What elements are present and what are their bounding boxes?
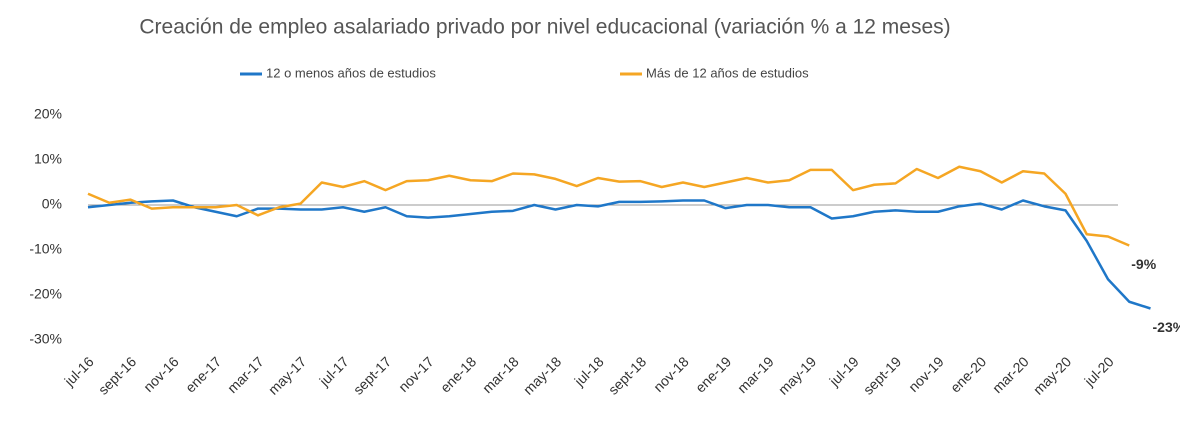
- legend-label: 12 o menos años de estudios: [266, 65, 436, 80]
- data-label: -23%: [1153, 319, 1180, 335]
- y-tick-label: -30%: [29, 331, 62, 347]
- y-tick-label: -10%: [29, 241, 62, 257]
- series-line: [87, 165, 1130, 247]
- y-tick-label: 0%: [42, 196, 62, 212]
- y-tick-label: -20%: [29, 286, 62, 302]
- y-tick-label: 20%: [34, 106, 62, 122]
- y-tick-label: 10%: [34, 151, 62, 167]
- data-label: -9%: [1131, 256, 1156, 272]
- series-line: [87, 199, 1151, 310]
- legend-label: Más de 12 años de estudios: [646, 65, 809, 80]
- chart-title: Creación de empleo asalariado privado po…: [139, 16, 950, 39]
